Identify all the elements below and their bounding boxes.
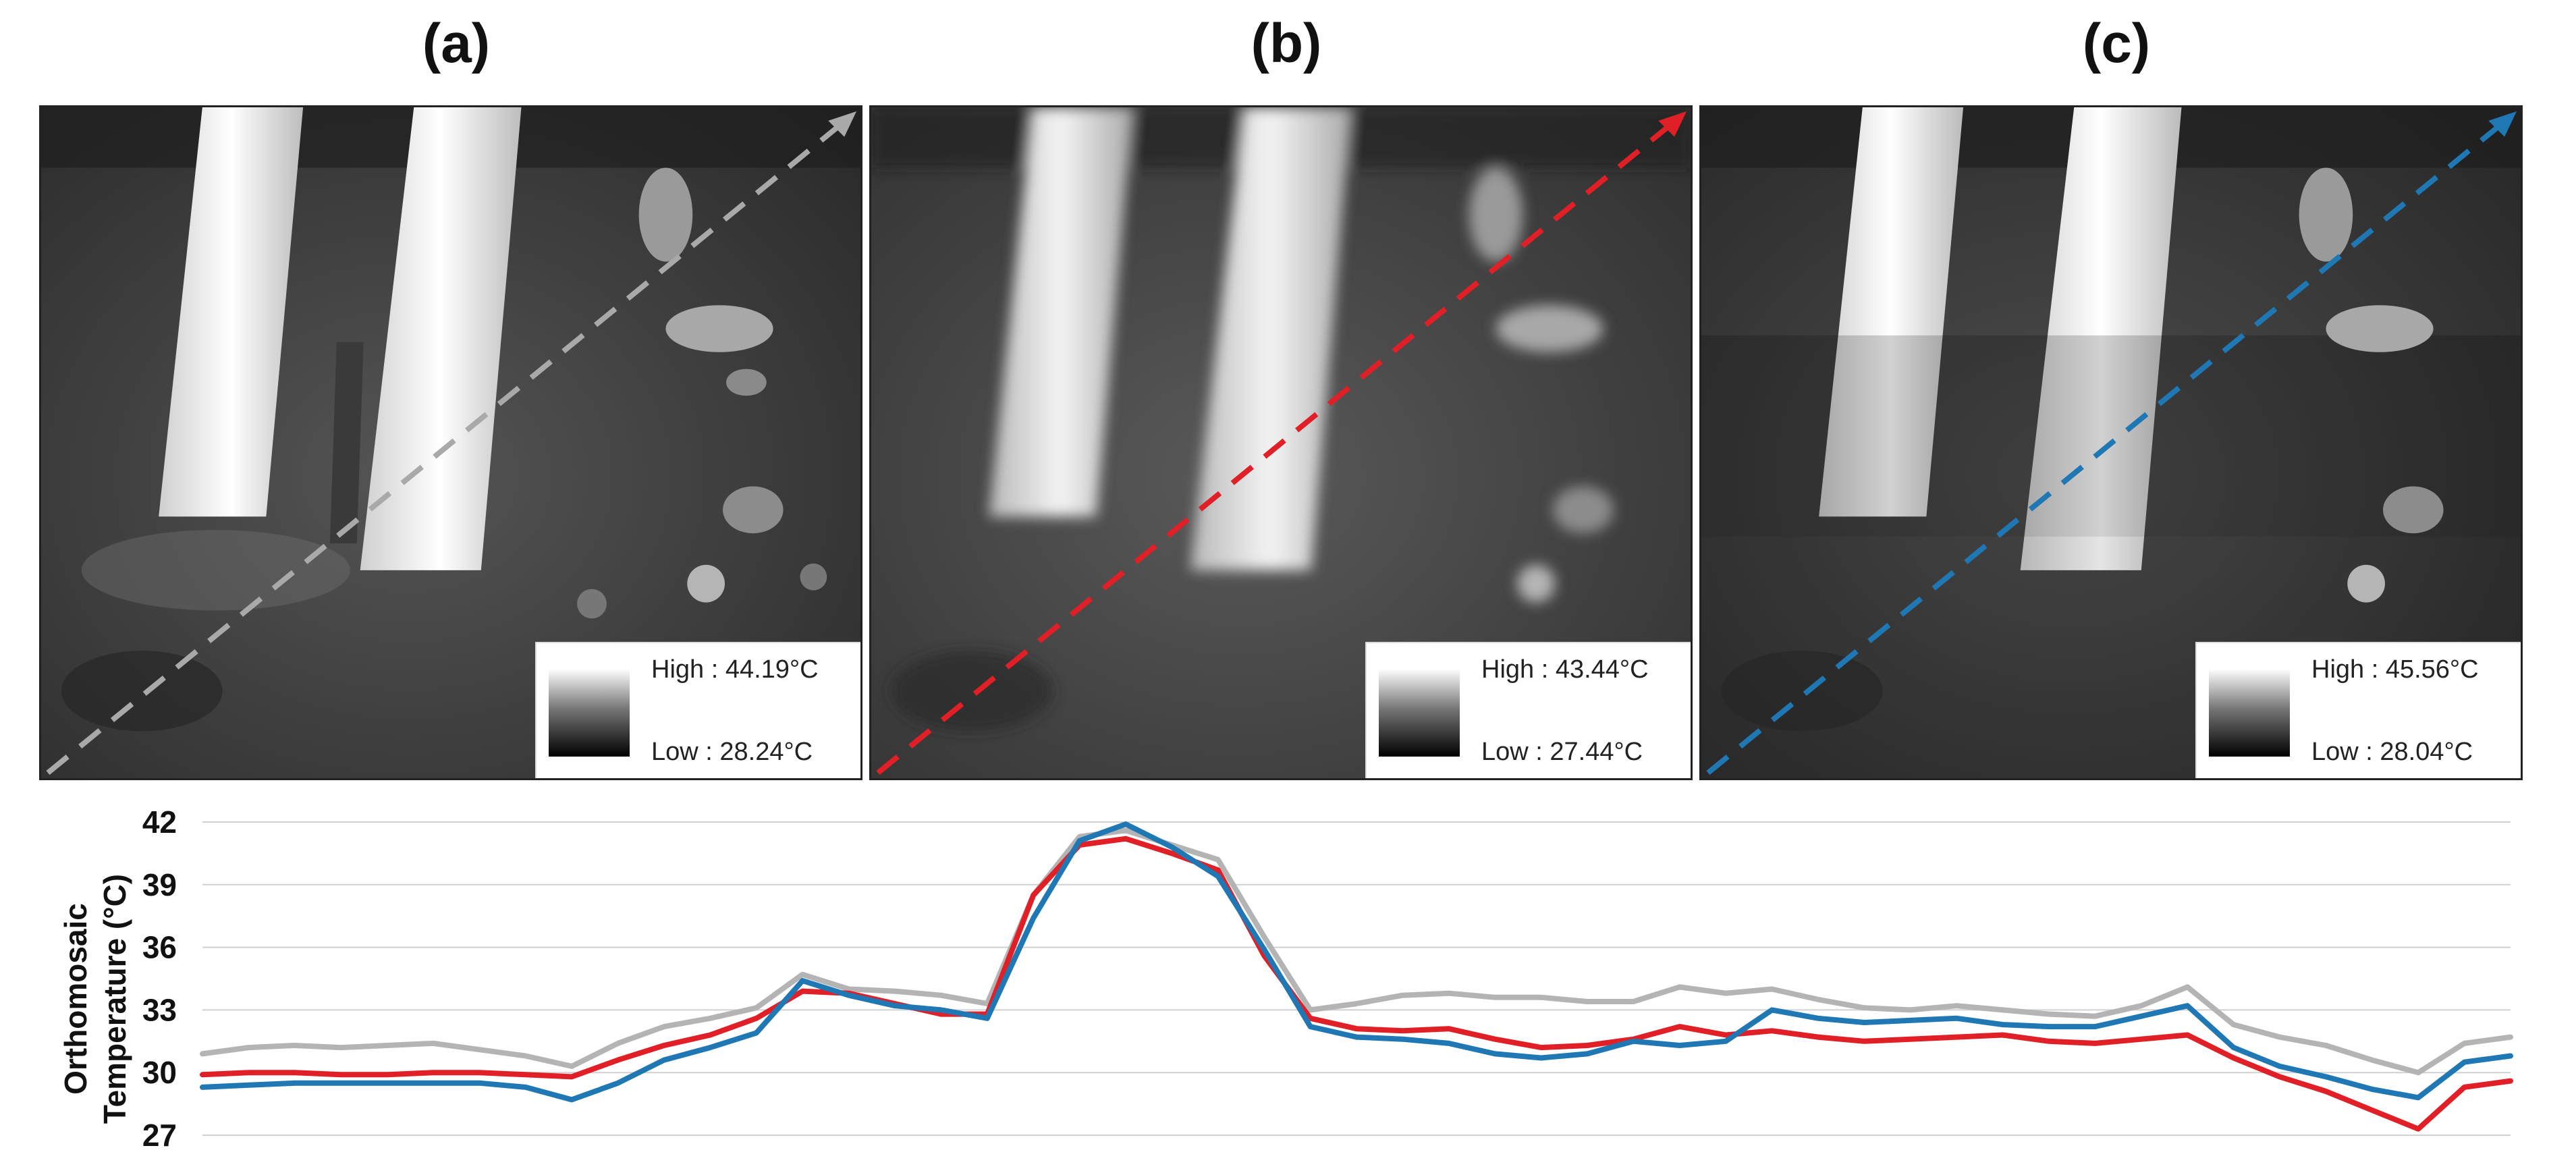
y-tick-label: 39	[142, 867, 177, 902]
temperature-legend-a: High : 44.19°C Low : 28.24°C	[535, 642, 860, 778]
y-tick-label: 36	[142, 930, 177, 965]
legend-high-b: High : 43.44°C	[1481, 655, 1649, 684]
y-axis-label-line2: Temperature (°C)	[97, 874, 132, 1124]
panel-b-thermal-image: High : 43.44°C Low : 27.44°C	[869, 105, 1693, 780]
temperature-legend-b: High : 43.44°C Low : 27.44°C	[1365, 642, 1691, 778]
panel-a-thermal-image: High : 44.19°C Low : 28.24°C	[39, 105, 862, 780]
y-tick-label: 30	[142, 1055, 177, 1090]
profile-arrow-c	[1706, 111, 2517, 775]
chart-gridlines	[202, 821, 2511, 1136]
legend-high-a: High : 44.19°C	[651, 655, 819, 684]
temperature-profile-chart: 27 30 33 36 39 42 Orthomosaic Temperature (°C…	[58, 804, 2513, 1153]
legend-low-a: Low : 28.24°C	[651, 738, 813, 766]
series-line-a	[200, 827, 2513, 1076]
color-ramp-a	[549, 669, 630, 757]
panel-c-title: (c)	[2082, 13, 2151, 74]
chart-series	[200, 821, 2513, 1132]
y-axis-label-line1: Orthomosaic	[58, 903, 93, 1095]
profile-arrow-a	[46, 111, 857, 775]
profile-arrow-b	[876, 111, 1687, 775]
series-line-c	[200, 821, 2513, 1103]
legend-high-c: High : 45.56°C	[2311, 655, 2479, 684]
series-line-b	[200, 836, 2513, 1132]
y-axis-ticks: 27 30 33 36 39 42	[142, 804, 177, 1153]
y-tick-label: 33	[142, 992, 177, 1027]
panel-c-thermal-image: High : 45.56°C Low : 28.04°C	[1699, 105, 2523, 780]
legend-low-b: Low : 27.44°C	[1481, 738, 1643, 766]
panel-a-title: (a)	[422, 13, 491, 74]
color-ramp-b	[1379, 669, 1460, 757]
panel-b-title: (b)	[1251, 13, 1322, 74]
legend-low-c: Low : 28.04°C	[2311, 738, 2473, 766]
temperature-legend-c: High : 45.56°C Low : 28.04°C	[2195, 642, 2521, 778]
color-ramp-c	[2209, 669, 2290, 757]
y-tick-label: 42	[142, 804, 177, 840]
y-tick-label: 27	[142, 1118, 177, 1153]
